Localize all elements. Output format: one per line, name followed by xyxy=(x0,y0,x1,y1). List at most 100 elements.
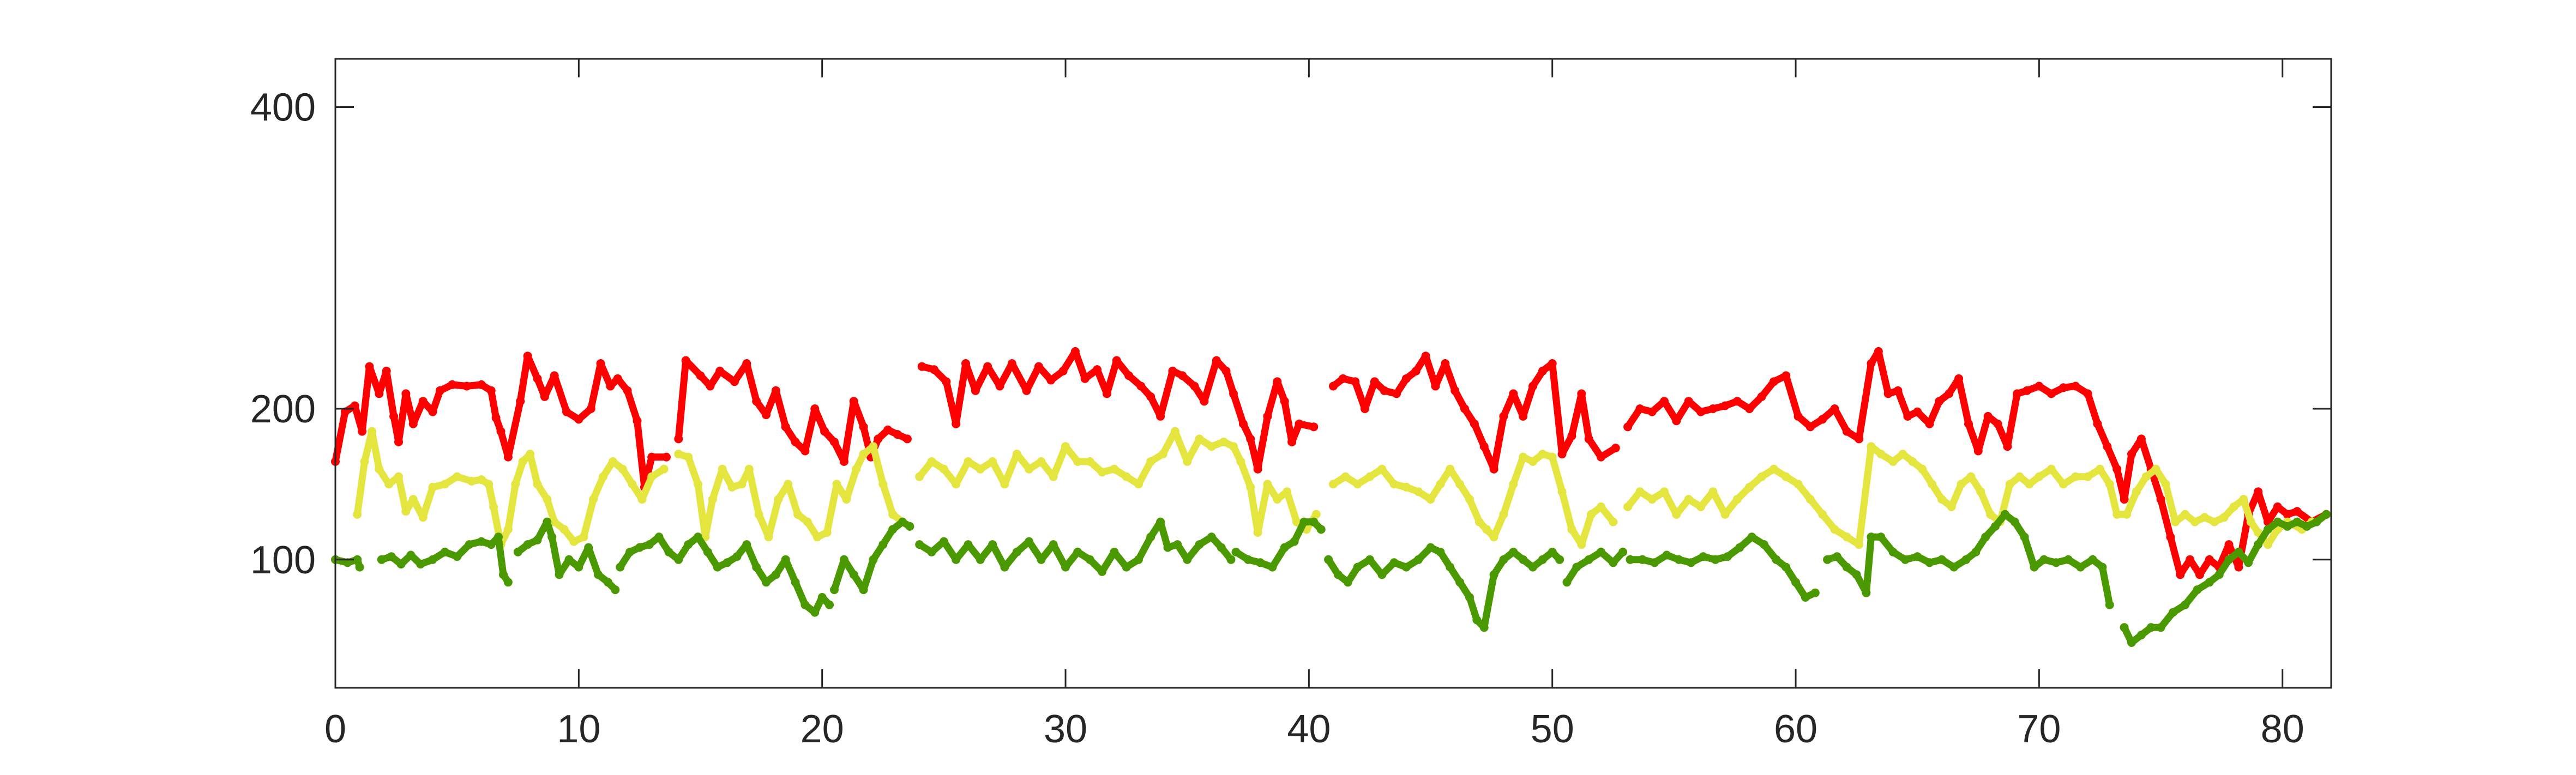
data-point xyxy=(523,540,532,549)
data-point xyxy=(2168,608,2177,617)
data-point xyxy=(1037,457,1046,466)
data-point xyxy=(2181,600,2190,609)
data-point xyxy=(1708,404,1718,413)
data-point xyxy=(1626,555,1635,564)
data-point xyxy=(839,555,848,564)
data-point xyxy=(1178,371,1187,380)
data-point xyxy=(1528,382,1537,391)
data-point xyxy=(1855,540,1864,549)
data-point xyxy=(2264,525,2272,534)
data-point xyxy=(1732,495,1742,504)
data-point xyxy=(1472,615,1482,625)
x-tick-label: 10 xyxy=(557,707,600,751)
data-point xyxy=(2190,517,2199,526)
series-0-segment-2 xyxy=(918,348,1317,473)
data-point xyxy=(930,365,938,374)
data-point xyxy=(1597,502,1605,511)
data-point xyxy=(1893,386,1903,395)
data-point xyxy=(1760,540,1768,549)
data-point xyxy=(1170,427,1179,436)
data-point xyxy=(1474,517,1484,526)
data-point xyxy=(1401,482,1411,492)
data-point xyxy=(1732,397,1742,406)
data-point xyxy=(1696,407,1705,416)
data-point xyxy=(1876,450,1886,459)
data-point xyxy=(1769,377,1778,386)
data-point xyxy=(1769,464,1778,474)
data-point xyxy=(1618,547,1628,556)
data-point xyxy=(915,472,924,481)
data-point xyxy=(1662,550,1671,560)
data-point xyxy=(2312,517,2321,526)
data-point xyxy=(1597,547,1605,556)
data-point xyxy=(742,540,751,549)
tick-layer: 0 10 20 30 40 50 60 70 80 100 200 400 xyxy=(250,59,2331,751)
data-point xyxy=(2088,555,2097,564)
data-point xyxy=(732,552,742,561)
data-point xyxy=(1888,547,1898,556)
data-point xyxy=(1528,562,1537,572)
data-point xyxy=(2229,502,2238,511)
data-point xyxy=(939,537,948,546)
y-tick-label: 400 xyxy=(250,86,316,130)
data-point xyxy=(1635,404,1645,413)
data-point xyxy=(810,608,820,617)
data-point xyxy=(1309,517,1319,526)
data-point xyxy=(503,452,513,462)
data-point xyxy=(1584,434,1593,444)
data-point xyxy=(1986,510,1995,519)
data-point xyxy=(1058,366,1068,376)
data-point xyxy=(1708,487,1718,497)
data-point xyxy=(762,578,771,587)
data-point xyxy=(1647,407,1657,416)
data-point xyxy=(902,434,912,444)
data-point xyxy=(952,480,961,489)
data-point xyxy=(1584,555,1593,564)
data-point xyxy=(1781,371,1791,380)
data-point xyxy=(2120,623,2129,632)
data-point xyxy=(1945,389,1954,398)
data-point xyxy=(1401,562,1411,572)
data-point xyxy=(664,547,673,556)
data-point xyxy=(849,570,858,579)
data-point xyxy=(1146,457,1155,466)
data-point xyxy=(1122,562,1131,572)
x-tick-label: 80 xyxy=(2261,707,2304,751)
data-point xyxy=(533,535,542,544)
data-point xyxy=(1699,552,1708,561)
data-point xyxy=(1805,495,1815,504)
data-point xyxy=(618,464,627,474)
data-point xyxy=(1650,558,1659,567)
data-point xyxy=(1964,419,1973,428)
data-point xyxy=(1976,487,1985,497)
data-point xyxy=(1098,567,1106,576)
data-point xyxy=(2005,480,2014,489)
data-point xyxy=(1110,547,1119,556)
data-point xyxy=(2171,517,2180,526)
data-point xyxy=(486,386,496,395)
data-point xyxy=(812,532,822,542)
data-point xyxy=(1183,457,1192,466)
data-point xyxy=(1913,407,1922,416)
x-tick-label: 50 xyxy=(1531,707,1574,751)
data-point xyxy=(2181,510,2190,519)
data-point xyxy=(1280,543,1289,552)
data-point xyxy=(1329,480,1338,489)
data-point xyxy=(1757,392,1766,401)
data-point xyxy=(874,434,883,444)
data-point xyxy=(477,475,486,485)
data-point xyxy=(1954,374,1964,383)
data-point xyxy=(859,585,868,595)
data-point xyxy=(2059,480,2068,489)
data-point xyxy=(586,404,595,413)
data-point xyxy=(849,397,858,406)
data-point xyxy=(503,525,513,534)
data-point xyxy=(830,585,839,595)
data-point xyxy=(1937,555,1946,564)
data-point xyxy=(408,419,418,428)
data-point xyxy=(822,528,832,537)
data-point xyxy=(1745,404,1754,413)
data-point xyxy=(579,532,588,542)
data-point xyxy=(1611,444,1620,452)
data-point xyxy=(375,464,384,474)
